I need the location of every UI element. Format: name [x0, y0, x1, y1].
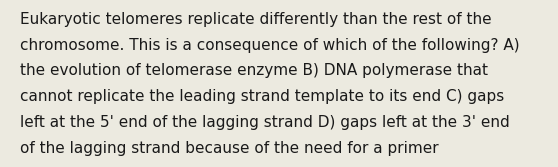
Text: of the lagging strand because of the need for a primer: of the lagging strand because of the nee…	[20, 141, 438, 156]
Text: the evolution of telomerase enzyme B) DNA polymerase that: the evolution of telomerase enzyme B) DN…	[20, 63, 488, 78]
Text: Eukaryotic telomeres replicate differently than the rest of the: Eukaryotic telomeres replicate different…	[20, 12, 491, 27]
Text: left at the 5' end of the lagging strand D) gaps left at the 3' end: left at the 5' end of the lagging strand…	[20, 115, 509, 130]
Text: chromosome. This is a consequence of which of the following? A): chromosome. This is a consequence of whi…	[20, 38, 519, 53]
Text: cannot replicate the leading strand template to its end C) gaps: cannot replicate the leading strand temp…	[20, 89, 504, 104]
